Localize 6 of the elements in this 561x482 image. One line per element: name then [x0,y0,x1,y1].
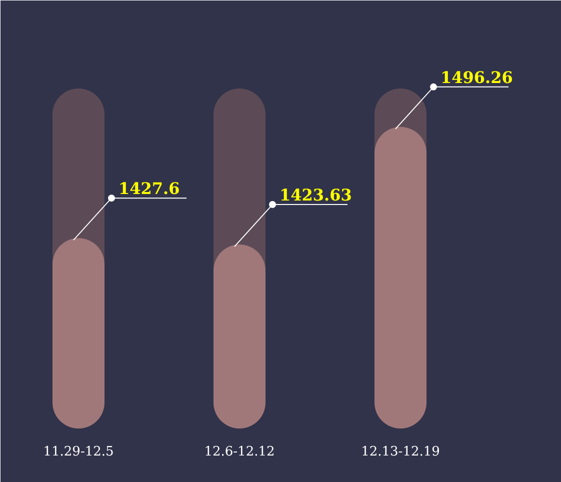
data-label: 1427.6 [118,179,180,198]
x-tick-label: 12.13-12.19 [361,444,440,460]
x-tick-label: 11.29-12.5 [43,444,114,460]
data-label: 1423.63 [280,186,352,205]
x-tick-label: 12.6-12.12 [204,444,275,460]
data-label: 1496.26 [440,68,513,87]
